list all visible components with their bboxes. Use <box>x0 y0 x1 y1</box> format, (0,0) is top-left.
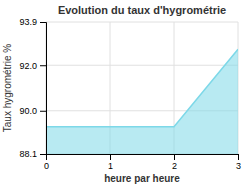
tick-mark <box>40 22 46 23</box>
tick-mark <box>40 111 46 112</box>
x-axis-title: heure par heure <box>104 173 180 184</box>
tick-mark <box>174 154 175 160</box>
tick-label: 92.0 <box>19 61 37 71</box>
grid <box>46 22 238 154</box>
tick-mark <box>110 154 111 160</box>
tick-label: 0 <box>44 161 49 171</box>
grid-line <box>46 65 238 66</box>
chart: 0 1 2 3 88.1 90.0 92.0 93.9 Evolution du taux d'… <box>0 0 250 188</box>
tick: 92.0 <box>19 61 46 71</box>
tick: 2 <box>172 154 177 171</box>
x-axis: 0 1 2 3 <box>44 154 241 171</box>
tick-mark <box>238 154 239 160</box>
axis-line <box>47 155 239 161</box>
marks <box>46 49 238 154</box>
tick-mark <box>40 154 46 155</box>
tick-label: 93.9 <box>19 17 37 27</box>
grid-line <box>46 22 238 23</box>
line <box>46 49 238 126</box>
tick: 88.1 <box>19 149 46 159</box>
tick-label: 3 <box>236 161 241 171</box>
tick: 93.9 <box>19 17 46 27</box>
tick: 90.0 <box>19 106 46 116</box>
tick-label: 1 <box>108 161 113 171</box>
axis-line <box>40 23 47 155</box>
title: Evolution du taux d'hygrométrie <box>58 4 226 16</box>
tick: 1 <box>108 154 113 171</box>
y-axis-title: Taux hygrométrie % <box>2 44 13 132</box>
tick-mark <box>40 65 46 66</box>
tick-label: 2 <box>172 161 177 171</box>
plot: 0 1 2 3 88.1 90.0 92.0 93.9 <box>19 17 241 171</box>
tick-label: 88.1 <box>19 149 37 159</box>
tick: 3 <box>236 154 241 171</box>
y-axis: 88.1 90.0 92.0 93.9 <box>19 17 46 159</box>
area <box>46 49 238 154</box>
tick-label: 90.0 <box>19 106 37 116</box>
tick: 0 <box>44 154 49 171</box>
